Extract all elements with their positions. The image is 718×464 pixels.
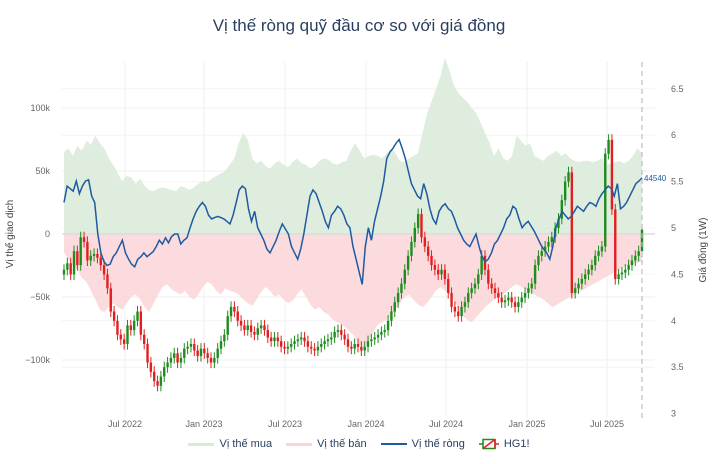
svg-text:Jan 2023: Jan 2023 bbox=[185, 419, 222, 429]
x-axis-ticks: Jul 2022 Jan 2023 Jul 2023 Jan 2024 Jul 2024… bbox=[108, 419, 624, 429]
svg-text:−50k: −50k bbox=[30, 292, 50, 302]
svg-text:6: 6 bbox=[671, 130, 676, 140]
last-value-label: 44540 bbox=[644, 174, 667, 183]
svg-text:4: 4 bbox=[671, 316, 676, 326]
short-area-swatch-icon bbox=[286, 442, 313, 446]
svg-text:Jan 2024: Jan 2024 bbox=[347, 419, 384, 429]
svg-text:3: 3 bbox=[671, 409, 676, 419]
candlestick-icon bbox=[478, 438, 499, 450]
right-axis-title: Giá đồng (1W) bbox=[697, 217, 709, 282]
svg-text:0: 0 bbox=[45, 229, 50, 239]
svg-text:3.5: 3.5 bbox=[671, 362, 684, 372]
svg-text:4.5: 4.5 bbox=[671, 269, 684, 279]
legend-item-net[interactable]: Vị thế ròng bbox=[380, 438, 465, 450]
legend-item-short[interactable]: Vị thế bán bbox=[286, 438, 367, 450]
svg-text:Jul 2023: Jul 2023 bbox=[268, 419, 302, 429]
position-areas bbox=[64, 57, 642, 348]
legend-label: Vị thế mua bbox=[219, 438, 273, 450]
chart-title: Vị thế ròng quỹ đầu cơ so với giá đồng bbox=[212, 16, 506, 35]
svg-text:Jul 2022: Jul 2022 bbox=[108, 419, 142, 429]
svg-text:5.5: 5.5 bbox=[671, 177, 684, 187]
svg-text:6.5: 6.5 bbox=[671, 84, 684, 94]
legend-label: Vị thế bán bbox=[317, 438, 367, 450]
svg-text:50k: 50k bbox=[35, 166, 50, 176]
svg-text:Jul 2025: Jul 2025 bbox=[590, 419, 624, 429]
left-axis-title: Vị thế giao dịch bbox=[4, 200, 16, 268]
svg-text:5: 5 bbox=[671, 223, 676, 233]
svg-text:Jul 2024: Jul 2024 bbox=[429, 419, 463, 429]
legend-label: Vị thế ròng bbox=[411, 438, 465, 450]
svg-text:−100k: −100k bbox=[25, 355, 50, 365]
legend-label: HG1! bbox=[503, 438, 530, 450]
left-axis-ticks: 100k 50k 0 −50k −100k bbox=[25, 103, 50, 365]
svg-text:Jan 2025: Jan 2025 bbox=[508, 419, 545, 429]
legend-item-hg1[interactable]: HG1! bbox=[478, 438, 530, 450]
svg-text:100k: 100k bbox=[30, 103, 50, 113]
long-area-swatch-icon bbox=[188, 442, 215, 446]
net-line-swatch-icon bbox=[380, 443, 407, 445]
net-position-line bbox=[63, 137, 643, 285]
right-axis-ticks: 6.5 6 5.5 5 4.5 4 3.5 3 bbox=[671, 84, 684, 419]
legend-item-long[interactable]: Vị thế mua bbox=[188, 438, 272, 450]
legend: Vị thế mua Vị thế bán Vị thế ròng HG1! bbox=[0, 438, 718, 450]
